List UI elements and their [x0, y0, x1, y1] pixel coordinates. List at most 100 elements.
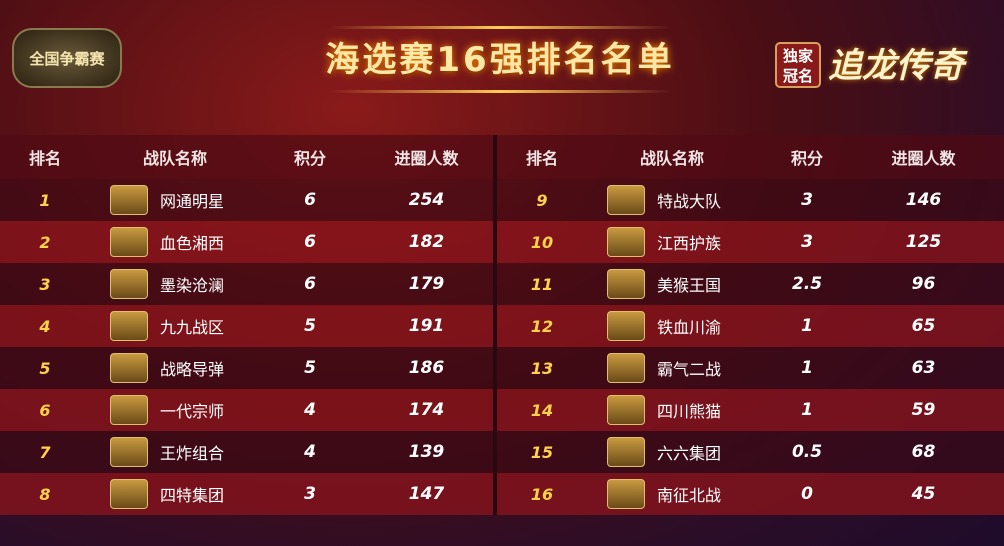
points: 6 [304, 190, 316, 210]
column-header: 战队名称 [142, 149, 207, 168]
rank: 9 [536, 190, 548, 210]
table-row: 15 六六集团 0.5 68 [497, 431, 1004, 473]
team-name: 一代宗师 [160, 402, 225, 421]
table-row: 4 九九战区 5 191 [0, 305, 493, 347]
rank: 14 [530, 400, 554, 420]
rank: 5 [39, 358, 51, 378]
rank: 15 [530, 442, 554, 462]
table-row: 16 南征北战 0 45 [497, 473, 1004, 515]
team-name: 南征北战 [657, 486, 722, 505]
circle-count: 182 [408, 232, 445, 252]
rank: 4 [39, 316, 51, 336]
points: 2.5 [791, 274, 823, 294]
team-logo-icon [110, 185, 148, 215]
team-name: 血色湘西 [160, 234, 225, 253]
circle-count: 68 [911, 442, 936, 462]
ranking-table-right: 排名 战队名称 积分 进圈人数 9 特战大队 3 146 10 江西护族 3 125 … [497, 135, 1004, 515]
column-header: 排名 [525, 149, 558, 168]
team-logo-icon [110, 269, 148, 299]
circle-count: 63 [911, 358, 936, 378]
table-row: 3 墨染沧澜 6 179 [0, 263, 493, 305]
table-row: 12 铁血川渝 1 65 [497, 305, 1004, 347]
glow-line [330, 90, 670, 93]
team-cell: 铁血川渝 [587, 311, 757, 341]
banner: 全国争霸赛 海选赛16强排名名单 独家冠名 追龙传奇 [0, 0, 1004, 130]
table-row: 8 四特集团 3 147 [0, 473, 493, 515]
rank: 11 [530, 274, 554, 294]
team-name: 四特集团 [160, 486, 225, 505]
team-name: 江西护族 [657, 234, 722, 253]
sponsor-tag: 独家冠名 [775, 42, 821, 88]
team-cell: 一代宗师 [90, 395, 260, 425]
rank: 6 [39, 400, 51, 420]
circle-count: 146 [905, 190, 942, 210]
points: 6 [304, 274, 316, 294]
table-row: 7 王炸组合 4 139 [0, 431, 493, 473]
team-name: 战略导弹 [160, 360, 225, 379]
rank: 7 [39, 442, 51, 462]
team-name: 网通明星 [160, 192, 225, 211]
page-title: 海选赛16强排名名单 [325, 40, 675, 80]
rank: 3 [39, 274, 51, 294]
points: 5 [304, 358, 316, 378]
column-header: 排名 [28, 149, 61, 168]
table-row: 10 江西护族 3 125 [497, 221, 1004, 263]
team-name: 特战大队 [657, 192, 722, 211]
rank: 8 [39, 484, 51, 504]
team-name: 六六集团 [657, 444, 722, 463]
team-name: 四川熊猫 [657, 402, 722, 421]
glow-line [330, 26, 670, 29]
circle-count: 96 [911, 274, 936, 294]
team-logo-icon [607, 395, 645, 425]
team-cell: 特战大队 [587, 185, 757, 215]
table-row: 1 网通明星 6 254 [0, 179, 493, 221]
team-logo-icon [607, 353, 645, 383]
table-header: 排名 战队名称 积分 进圈人数 [497, 135, 1004, 179]
team-logo-icon [607, 269, 645, 299]
team-cell: 战略导弹 [90, 353, 260, 383]
points: 4 [304, 400, 316, 420]
team-logo-icon [607, 311, 645, 341]
team-name: 九九战区 [160, 318, 225, 337]
circle-count: 59 [911, 400, 936, 420]
points: 1 [801, 400, 813, 420]
points: 4 [304, 442, 316, 462]
team-logo-icon [110, 395, 148, 425]
points: 3 [801, 190, 813, 210]
team-cell: 六六集团 [587, 437, 757, 467]
divider [493, 135, 497, 515]
rank: 2 [39, 232, 51, 252]
circle-count: 186 [408, 358, 445, 378]
table-row: 5 战略导弹 5 186 [0, 347, 493, 389]
team-logo-icon [607, 479, 645, 509]
team-logo-icon [110, 353, 148, 383]
team-logo-icon [110, 437, 148, 467]
team-cell: 美猴王国 [587, 269, 757, 299]
tournament-logo: 全国争霸赛 [12, 28, 122, 88]
table-header: 排名 战队名称 积分 进圈人数 [0, 135, 493, 179]
points: 0.5 [791, 442, 823, 462]
team-logo-icon [110, 227, 148, 257]
column-header: 进圈人数 [394, 149, 459, 168]
team-cell: 血色湘西 [90, 227, 260, 257]
column-header: 战队名称 [639, 149, 704, 168]
rank: 10 [530, 232, 554, 252]
points: 0 [801, 484, 813, 504]
circle-count: 174 [408, 400, 445, 420]
table-row: 2 血色湘西 6 182 [0, 221, 493, 263]
circle-count: 147 [408, 484, 445, 504]
team-cell: 南征北战 [587, 479, 757, 509]
column-header: 进圈人数 [891, 149, 956, 168]
rank: 13 [530, 358, 554, 378]
table-row: 9 特战大队 3 146 [497, 179, 1004, 221]
points: 1 [801, 316, 813, 336]
team-cell: 墨染沧澜 [90, 269, 260, 299]
team-name: 铁血川渝 [657, 318, 722, 337]
points: 5 [304, 316, 316, 336]
column-header: 积分 [790, 149, 823, 168]
points: 1 [801, 358, 813, 378]
points: 6 [304, 232, 316, 252]
circle-count: 139 [408, 442, 445, 462]
team-cell: 江西护族 [587, 227, 757, 257]
team-logo-icon [607, 185, 645, 215]
